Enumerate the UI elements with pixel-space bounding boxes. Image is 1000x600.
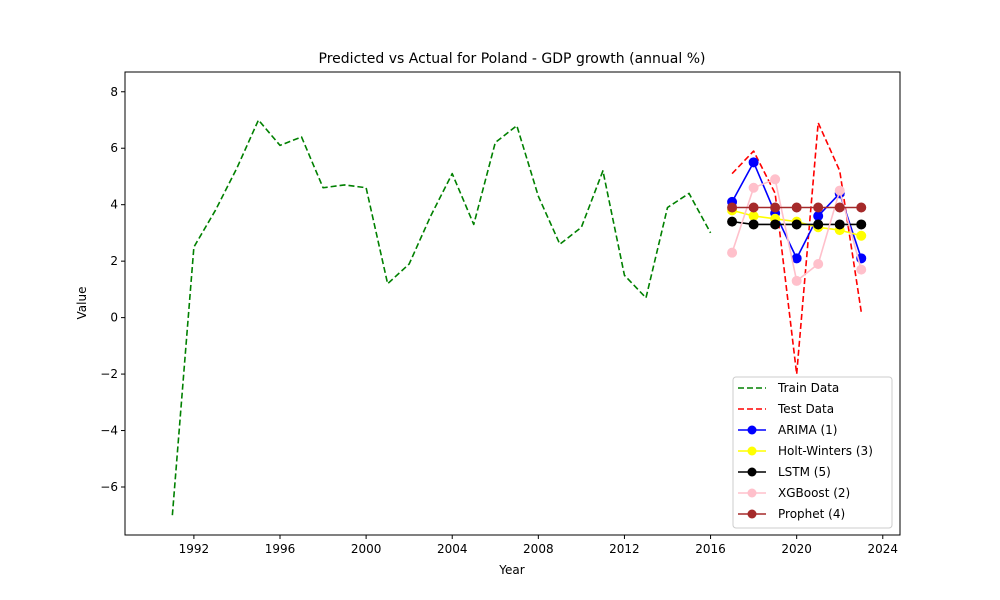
legend-label: Holt-Winters (3) xyxy=(778,444,873,458)
legend-marker xyxy=(747,425,757,435)
x-tick-label: 1996 xyxy=(265,542,296,556)
y-tick-label: −4 xyxy=(100,424,118,438)
data-point-xgboost-2 xyxy=(856,264,867,275)
legend-item-prophet-4: Prophet (4) xyxy=(738,507,845,521)
legend-label: ARIMA (1) xyxy=(778,423,837,437)
data-point-lstm-5 xyxy=(813,219,824,230)
axes: 1992 1996 2000 2004 2008 2012 2016 2020 2024 −6 −4… xyxy=(100,85,898,556)
x-tick-label: 1992 xyxy=(179,542,210,556)
legend-label: XGBoost (2) xyxy=(778,486,850,500)
legend-box xyxy=(732,376,893,529)
legend-item-test-data: Test Data xyxy=(738,402,834,416)
x-tick-label: 2008 xyxy=(523,542,554,556)
series-test-data xyxy=(731,122,863,375)
legend-item-holt-winters-3: Holt-Winters (3) xyxy=(738,444,873,458)
y-tick-label: 2 xyxy=(110,254,118,268)
data-point-holt-winters-3 xyxy=(748,210,759,221)
series-lstm-5 xyxy=(727,216,867,230)
x-tick-label: 2000 xyxy=(351,542,382,556)
plot-frame xyxy=(124,71,901,536)
data-point-xgboost-2 xyxy=(813,258,824,269)
x-tick-label: 2020 xyxy=(781,542,812,556)
data-point-lstm-5 xyxy=(834,219,845,230)
legend-marker xyxy=(747,509,757,519)
chart-title: Predicted vs Actual for Poland - GDP gro… xyxy=(319,51,706,67)
series-line-test-data xyxy=(731,122,863,375)
data-point-xgboost-2 xyxy=(770,174,781,185)
y-tick-label: 8 xyxy=(110,85,118,99)
legend-marker xyxy=(747,467,757,477)
data-point-xgboost-2 xyxy=(748,182,759,193)
data-point-xgboost-2 xyxy=(834,185,845,196)
data-point-xgboost-2 xyxy=(791,275,802,286)
data-point-prophet-4 xyxy=(834,202,845,213)
x-axis-label: Year xyxy=(498,563,524,577)
y-tick-label: −2 xyxy=(100,367,118,381)
legend-marker xyxy=(747,488,757,498)
data-point-prophet-4 xyxy=(813,202,824,213)
data-point-prophet-4 xyxy=(727,202,738,213)
legend-item-lstm-5: LSTM (5) xyxy=(738,465,831,479)
x-tick-label: 2012 xyxy=(609,542,640,556)
data-point-xgboost-2 xyxy=(727,247,738,258)
x-tick-label: 2024 xyxy=(868,542,899,556)
x-tick-label: 2004 xyxy=(437,542,468,556)
legend-label: Prophet (4) xyxy=(778,507,845,521)
legend-label: Train Data xyxy=(777,381,839,395)
data-point-arima-1 xyxy=(813,210,824,221)
legend-label: Test Data xyxy=(777,402,834,416)
data-point-prophet-4 xyxy=(748,202,759,213)
x-tick-label: 2016 xyxy=(695,542,726,556)
y-tick-label: −6 xyxy=(100,480,118,494)
data-point-lstm-5 xyxy=(770,219,781,230)
legend-item-arima-1: ARIMA (1) xyxy=(738,423,837,437)
legend-label: LSTM (5) xyxy=(778,465,831,479)
data-point-prophet-4 xyxy=(791,202,802,213)
data-point-lstm-5 xyxy=(748,219,759,230)
series-prophet-4 xyxy=(727,202,867,213)
data-point-prophet-4 xyxy=(770,202,781,213)
data-point-lstm-5 xyxy=(856,219,867,230)
data-point-prophet-4 xyxy=(856,202,867,213)
series-train-data xyxy=(171,119,712,516)
data-point-holt-winters-3 xyxy=(856,230,867,241)
legend: Train Data Test Data ARIMA (1) Holt-Winters… xyxy=(732,376,893,529)
series-line-train-data xyxy=(171,119,712,516)
legend-marker xyxy=(747,446,757,456)
y-tick-label: 0 xyxy=(110,311,118,325)
legend-item-xgboost-2: XGBoost (2) xyxy=(738,486,850,500)
data-point-lstm-5 xyxy=(791,219,802,230)
data-point-arima-1 xyxy=(748,157,759,168)
data-point-lstm-5 xyxy=(727,216,738,227)
legend-item-train-data: Train Data xyxy=(738,381,839,395)
y-tick-label: 4 xyxy=(110,198,118,212)
plot-area xyxy=(171,119,867,516)
series-xgboost-2 xyxy=(727,174,867,286)
y-tick-label: 6 xyxy=(110,141,118,155)
y-axis-label: Value xyxy=(75,287,89,320)
data-point-arima-1 xyxy=(791,253,802,264)
